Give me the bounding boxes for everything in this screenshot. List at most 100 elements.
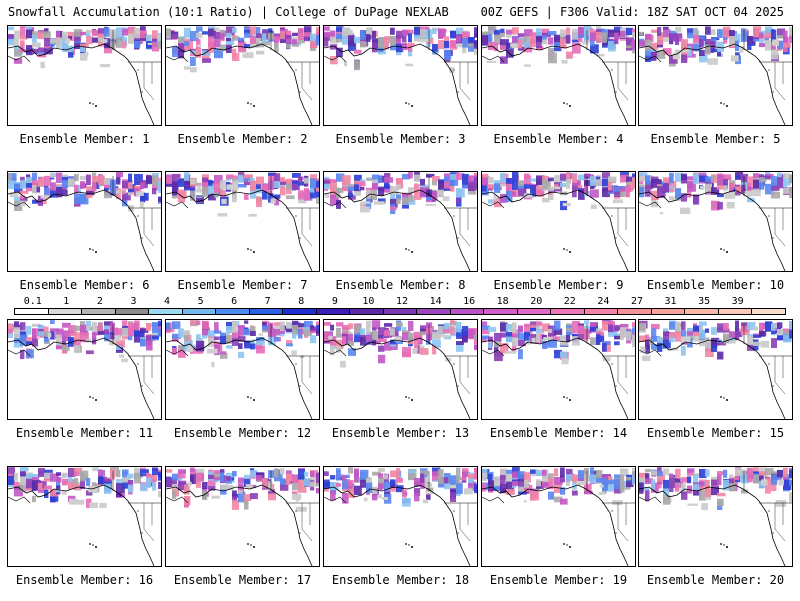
snow-cell: [705, 479, 710, 488]
snow-cell: [208, 485, 216, 491]
snow-cell: [432, 191, 438, 200]
snow-cell: [560, 173, 567, 181]
snow-cell: [336, 470, 341, 481]
snow-cell: [789, 321, 792, 329]
snow-cell: [753, 341, 761, 346]
snow-cell: [372, 340, 381, 345]
snow-cell: [37, 336, 41, 340]
snow-cell: [166, 28, 171, 36]
snow-cell: [663, 33, 669, 42]
snow-cell: [14, 334, 22, 344]
snow-cell: [134, 468, 142, 476]
snow-cell: [208, 334, 216, 339]
snow-cell: [438, 180, 446, 190]
snow-cell: [119, 354, 125, 358]
snow-cell: [536, 321, 543, 326]
ensemble-member-label: Ensemble Member: 15: [646, 426, 785, 440]
snow-cell: [639, 335, 647, 342]
snow-cell: [602, 357, 611, 362]
snow-cell: [184, 331, 189, 340]
snow-cell: [651, 29, 659, 33]
border-line: [617, 62, 629, 101]
snow-cell: [268, 193, 274, 203]
snow-cell: [372, 30, 376, 39]
coastline: [482, 55, 505, 63]
snow-cell: [687, 468, 695, 473]
snow-cell: [554, 349, 562, 359]
snow-cell: [128, 33, 135, 43]
snow-cell: [659, 212, 664, 215]
snow-cell: [771, 475, 778, 485]
snow-cell: [566, 331, 571, 343]
snow-cell: [729, 29, 735, 40]
ensemble-panel: Ensemble Member: 20: [638, 466, 793, 601]
snow-cell: [390, 40, 398, 51]
snow-cell: [747, 186, 756, 190]
snow-cell: [578, 33, 585, 38]
snow-cell: [158, 329, 161, 337]
snow-cell: [99, 502, 107, 508]
snow-cell: [226, 26, 235, 36]
snow-cell: [542, 481, 550, 488]
ensemble-member-label: Ensemble Member: 19: [489, 573, 628, 587]
snow-cell: [202, 58, 211, 63]
snow-cell: [196, 186, 202, 191]
snow-cell: [542, 38, 548, 45]
snow-cell: [268, 172, 277, 176]
snow-cell: [220, 33, 225, 40]
snow-cell: [196, 340, 205, 352]
hawaii-island: [95, 105, 97, 107]
snow-cell: [408, 192, 413, 197]
colorbar-swatch: [551, 309, 585, 314]
snow-cell: [80, 475, 86, 482]
snow-cell: [342, 475, 347, 481]
snow-cell: [256, 27, 261, 36]
snow-cell: [390, 36, 397, 45]
colorbar-tick-label: 6: [231, 296, 238, 307]
snow-cell: [38, 325, 45, 329]
snow-cell: [256, 337, 265, 346]
snow-cell: [286, 328, 293, 332]
snow-cell: [717, 498, 724, 507]
snow-cell: [542, 341, 548, 349]
snow-cell: [80, 478, 85, 489]
snow-cell: [578, 185, 583, 189]
snow-cell: [572, 474, 581, 480]
snowfall-map: [7, 319, 162, 420]
snow-cell: [590, 44, 599, 54]
snow-cell: [584, 330, 589, 341]
snow-cell: [304, 329, 313, 337]
snow-cell: [700, 185, 705, 190]
snowfall-map: [323, 319, 478, 420]
snow-cell: [298, 190, 306, 200]
snow-cell: [86, 338, 92, 342]
snow-cell: [765, 321, 772, 331]
snow-cell: [726, 201, 735, 209]
snow-cell: [620, 482, 625, 493]
snow-cell: [250, 470, 258, 478]
snow-cell: [675, 172, 683, 182]
snow-cell: [20, 200, 26, 207]
snow-cell: [274, 322, 283, 326]
snow-cell: [723, 323, 729, 331]
snow-cell: [456, 476, 463, 481]
snow-cell: [783, 173, 790, 179]
snow-cell: [687, 328, 696, 336]
colorbar-tick-label: 5: [197, 296, 204, 307]
snowfall-map: [481, 466, 636, 567]
snow-cell: [74, 184, 79, 194]
snow-cell: [462, 31, 470, 42]
snow-cell: [536, 41, 542, 48]
snow-cell: [542, 475, 550, 484]
snow-cell: [765, 477, 772, 486]
snow-cell: [657, 34, 664, 45]
snow-cell: [584, 26, 591, 36]
snow-cell: [711, 340, 720, 346]
snow-cell: [462, 468, 469, 474]
snow-cell: [244, 44, 253, 48]
snow-cell: [657, 179, 662, 185]
snow-cell: [548, 177, 554, 182]
snow-cell: [536, 320, 542, 332]
snow-cell: [741, 28, 746, 33]
snow-cell: [166, 469, 173, 473]
